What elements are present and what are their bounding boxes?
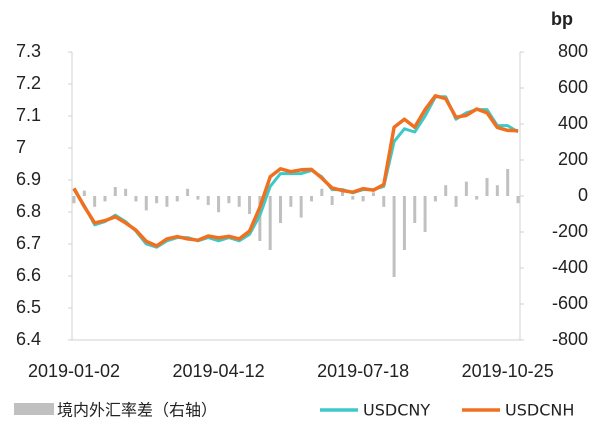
x-tick-label: 2019-01-02 (28, 361, 120, 381)
y2-tick-label: 0 (578, 185, 588, 205)
spread-bar (165, 196, 169, 207)
spread-bar (279, 196, 283, 223)
y2-tick-label: -600 (552, 293, 588, 313)
spread-bar (361, 196, 365, 202)
y-tick-label: 6.4 (16, 329, 41, 349)
series-line (72, 94, 519, 248)
spread-bar (217, 196, 221, 213)
spread-bar (475, 196, 479, 200)
legend-swatch (14, 403, 54, 415)
spread-bar (103, 196, 107, 202)
y2-tick-label: -800 (552, 329, 588, 349)
spread-bar (227, 196, 231, 204)
spread-bar (433, 196, 437, 202)
spread-bar (330, 196, 334, 205)
spread-bar (196, 196, 200, 200)
y-tick-label: 7.2 (16, 73, 41, 93)
spread-bar (392, 196, 396, 277)
spread-bar (402, 196, 406, 250)
spread-bar (82, 190, 86, 196)
spread-bar (258, 196, 262, 241)
y-tick-label: 7 (16, 137, 26, 157)
legend-label: 境内外汇率差（右轴） (57, 401, 217, 420)
y2-tick-label: -200 (552, 221, 588, 241)
y2-tick-label: 400 (558, 113, 588, 133)
spread-bar (413, 196, 417, 223)
spread-bar (113, 187, 117, 196)
y-tick-label: 6.6 (16, 265, 41, 285)
spread-bar (299, 196, 303, 218)
spread-bar (206, 196, 210, 205)
spread-bar (72, 196, 76, 204)
spread-bar (186, 188, 190, 196)
y-tick-label: 7.1 (16, 105, 41, 125)
spread-bar (155, 196, 159, 204)
y2-tick-label: -400 (552, 257, 588, 277)
spread-bar (444, 185, 448, 196)
y-tick-label: 6.9 (16, 169, 41, 189)
spread-bar (464, 181, 468, 196)
y-tick-label: 6.8 (16, 201, 41, 221)
spread-bar (485, 178, 489, 196)
y2-axis-label: bp (551, 9, 573, 29)
spread-bar (506, 169, 510, 196)
spread-bar (382, 196, 386, 207)
x-tick-label: 2019-10-25 (462, 361, 554, 381)
x-tick-label: 2019-07-18 (317, 361, 409, 381)
spread-bar (340, 190, 344, 196)
spread-bar (454, 196, 458, 207)
spread-bar (248, 196, 252, 214)
x-tick-label: 2019-04-12 (173, 361, 265, 381)
spread-bar (320, 188, 324, 196)
spread-bar (371, 192, 375, 196)
spread-bar (237, 196, 241, 207)
y2-tick-label: 600 (558, 77, 588, 97)
legend-label: USDCNH (505, 401, 574, 420)
spread-bar (351, 196, 355, 200)
spread-bar (124, 188, 128, 196)
spread-bar (93, 196, 97, 207)
spread-bar (289, 196, 293, 207)
y-tick-label: 6.7 (16, 233, 41, 253)
legend-label: USDCNY (363, 401, 430, 420)
spread-bar (268, 196, 272, 250)
spread-bar (423, 196, 427, 232)
y2-tick-label: 800 (558, 41, 588, 61)
y2-tick-label: 200 (558, 149, 588, 169)
spread-bar (144, 196, 148, 211)
y-tick-label: 7.3 (16, 41, 41, 61)
y-tick-label: 6.5 (16, 297, 41, 317)
spread-bar (309, 196, 313, 202)
spread-bar (516, 196, 520, 204)
spread-bar (134, 196, 138, 202)
spread-bar (175, 196, 179, 202)
spread-bar (495, 185, 499, 196)
